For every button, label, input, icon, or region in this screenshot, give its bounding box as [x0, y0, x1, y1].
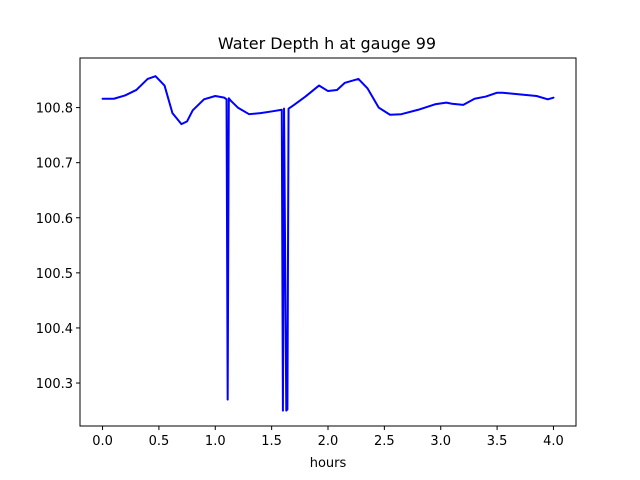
- x-tick-label: 2.0: [318, 434, 339, 449]
- y-tick-label: 100.8: [36, 102, 73, 117]
- y-tick-label: 100.5: [36, 267, 73, 282]
- x-tick-label: 4.0: [543, 434, 564, 449]
- y-tick-label: 100.4: [36, 322, 73, 337]
- y-tick-label: 100.3: [36, 377, 73, 392]
- plot-area: [79, 57, 577, 427]
- chart-title: Water Depth h at gauge 99: [218, 34, 436, 53]
- plot-frame: [79, 57, 577, 427]
- series-line-0: [101, 75, 555, 412]
- y-tick-label: 100.6: [36, 212, 73, 227]
- x-tick-label: 3.5: [487, 434, 508, 449]
- series-layer: [101, 75, 555, 412]
- x-tick-label: 0.0: [92, 434, 113, 449]
- x-tick-label: 3.0: [430, 434, 451, 449]
- x-axis-ticks: 0.0 0.5 1.0 1.5 2.0 2.5 3.0 3.5 4.0: [92, 426, 564, 449]
- x-tick-label: 2.5: [374, 434, 395, 449]
- y-tick-label: 100.7: [36, 157, 73, 172]
- x-axis-label: hours: [310, 456, 347, 471]
- y-axis-ticks: 100.3 100.4 100.5 100.6 100.7 100.8: [36, 102, 80, 392]
- x-tick-label: 1.0: [205, 434, 226, 449]
- x-tick-label: 1.5: [261, 434, 282, 449]
- x-tick-label: 0.5: [149, 434, 170, 449]
